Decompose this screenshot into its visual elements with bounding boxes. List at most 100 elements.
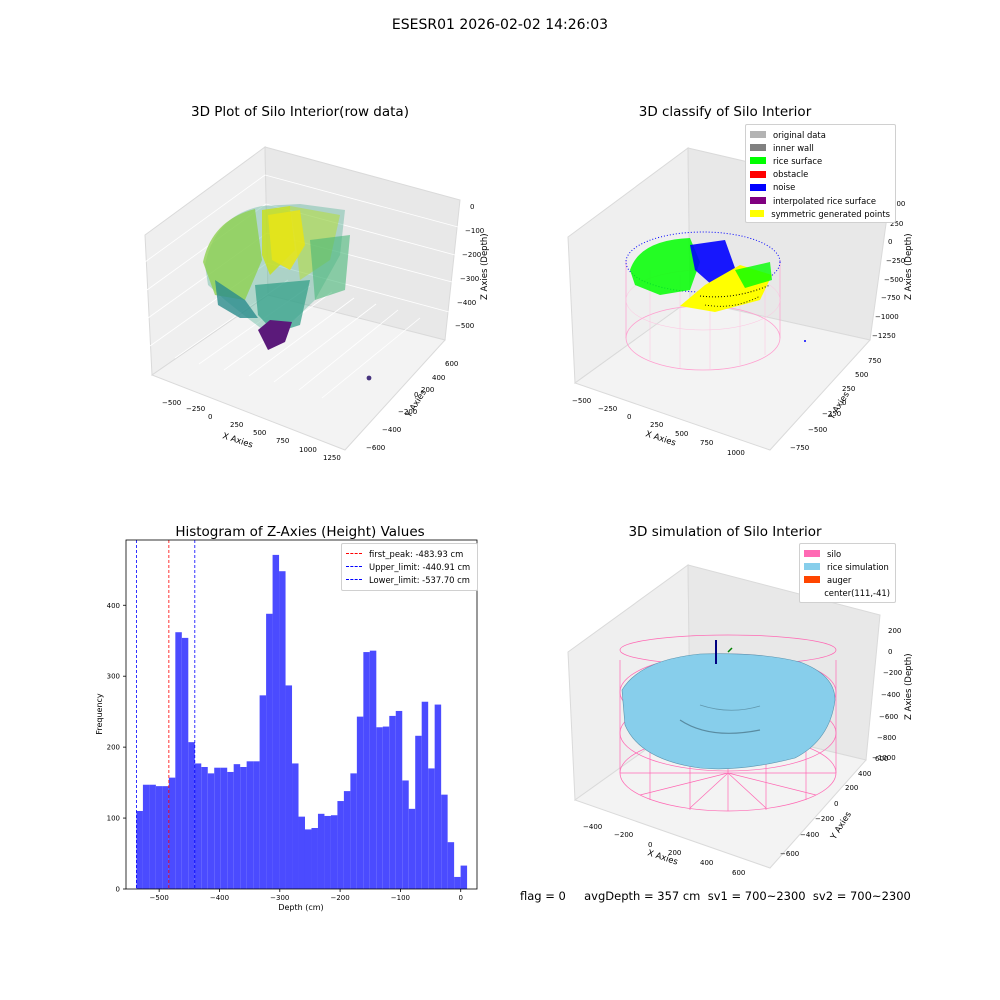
histogram-bar <box>402 780 409 889</box>
status-line: flag = 0 avgDepth = 357 cm sv1 = 700~230… <box>520 889 911 903</box>
sim-ztick: −400 <box>881 691 900 699</box>
classify-ztick: 250 <box>890 220 903 228</box>
sim-ytick: 400 <box>858 770 871 778</box>
rice-surface <box>621 640 836 770</box>
sim-ytick: −200 <box>815 815 834 823</box>
histogram-xtick-label: −300 <box>270 894 289 902</box>
histogram-bar <box>408 808 416 889</box>
raw-xtick: −500 <box>162 399 181 407</box>
raw-ytick: −200 <box>398 408 417 416</box>
histogram-bar <box>259 695 267 889</box>
histogram-bar <box>272 554 280 889</box>
histogram-bar <box>207 773 215 889</box>
legend-label: first_peak: -483.93 cm <box>369 548 464 559</box>
legend-line <box>346 553 362 555</box>
histogram-bar <box>447 842 455 889</box>
raw-ztick: 0 <box>470 203 474 211</box>
raw-zlabel: Z Axies (Depth) <box>480 233 490 300</box>
sim-ytick: 200 <box>845 784 858 792</box>
histogram-bar <box>194 763 202 889</box>
histogram-ytick-label: 400 <box>107 602 120 610</box>
histogram-bar <box>311 827 318 889</box>
sim-ytick: −600 <box>780 850 799 858</box>
legend-label: original data <box>773 129 826 140</box>
legend-swatch <box>750 131 766 139</box>
classify-ztick: 500 <box>892 200 905 208</box>
raw-ztick: −300 <box>460 275 479 283</box>
legend-swatch <box>750 170 766 178</box>
classify-legend: original data inner wall rice surface ob… <box>745 124 896 224</box>
legend-label: Lower_limit: -537.70 cm <box>369 574 470 585</box>
raw-ytick: 200 <box>421 386 434 394</box>
histogram-xtick-label: 0 <box>458 894 462 902</box>
histogram-title: Histogram of Z-Axies (Height) Values <box>175 524 425 540</box>
raw-xtick: 1000 <box>299 446 317 454</box>
legend-item: Lower_limit: -537.70 cm <box>346 573 473 586</box>
legend-label: auger <box>827 574 852 585</box>
classify-xtick: 500 <box>675 430 688 438</box>
histogram-bar <box>188 742 195 889</box>
raw-ytick: 400 <box>432 374 445 382</box>
classify-ytick: −500 <box>808 426 827 434</box>
legend-line <box>346 579 362 581</box>
legend-item: first_peak: -483.93 cm <box>346 547 473 560</box>
legend-item: silo <box>804 547 890 560</box>
classify-ytick: 250 <box>842 385 855 393</box>
histogram-ytick-label: 200 <box>107 744 120 752</box>
histogram-bar <box>415 735 422 889</box>
histogram-ylabel: Frequency <box>95 693 104 735</box>
histogram-ytick-label: 100 <box>107 815 120 823</box>
classify-xtick: 750 <box>700 439 713 447</box>
sim-ztick: 0 <box>888 648 892 656</box>
classify-ytick: 0 <box>842 399 846 407</box>
sim-ztick: −600 <box>879 713 898 721</box>
simulation-plot-title: 3D simulation of Silo Interior <box>628 524 822 540</box>
classify-xtick: 0 <box>627 413 631 421</box>
histogram-bar <box>246 761 254 889</box>
legend-swatch <box>804 563 820 571</box>
legend-item: original data <box>750 128 890 141</box>
histogram-bar <box>350 773 357 889</box>
legend-item: inner wall <box>750 141 890 154</box>
histogram-bar <box>155 786 163 889</box>
histogram-bar <box>240 766 247 889</box>
legend-label: symmetric generated points <box>771 208 890 219</box>
classify-ztick: −1250 <box>872 332 896 340</box>
histogram-vlines <box>136 540 196 889</box>
raw-ytick: −600 <box>366 444 385 452</box>
histogram-bar <box>279 571 286 889</box>
legend-item: Upper_limit: -440.91 cm <box>346 560 473 573</box>
raw-xtick: 500 <box>253 429 266 437</box>
classify-xtick: 1000 <box>727 449 745 457</box>
histogram-xticks: −500 −400 −300 −200 −100 0 <box>150 889 463 902</box>
figure-title: ESESR01 2026-02-02 14:26:03 <box>391 17 609 33</box>
legend-item: rice simulation <box>804 560 890 573</box>
simulation-legend: silo rice simulation auger center(111,-4… <box>799 543 896 603</box>
histogram-bar <box>201 766 208 889</box>
classify-xtick: −500 <box>572 397 591 405</box>
histogram-bar <box>389 715 396 889</box>
histogram-bar <box>343 791 351 889</box>
classify-xtick: 250 <box>650 421 663 429</box>
legend-label: noise <box>773 182 796 193</box>
histogram-xtick-label: −100 <box>391 894 410 902</box>
sim-ztick: −200 <box>883 669 902 677</box>
legend-label: rice surface <box>773 155 823 166</box>
legend-swatch <box>750 157 766 165</box>
classify-ytick: 500 <box>855 371 868 379</box>
legend-label: obstacle <box>773 169 809 180</box>
legend-item: center(111,-41) <box>804 587 890 600</box>
legend-label: center(111,-41) <box>824 588 890 599</box>
classify-ytick: −750 <box>790 444 809 452</box>
legend-label: Upper_limit: -440.91 cm <box>369 561 471 572</box>
sim-ztick: 200 <box>888 627 901 635</box>
histogram-xtick-label: −400 <box>210 894 229 902</box>
histogram-bar <box>363 652 370 889</box>
histogram-bar <box>356 716 364 889</box>
sim-ztick: −800 <box>877 734 896 742</box>
legend-label: rice simulation <box>827 561 889 572</box>
histogram-bar <box>369 650 377 889</box>
histogram-yticks: 0 100 200 300 400 <box>107 602 126 894</box>
sim-ztick: −1000 <box>872 754 896 762</box>
sim-xtick: 200 <box>668 849 681 857</box>
